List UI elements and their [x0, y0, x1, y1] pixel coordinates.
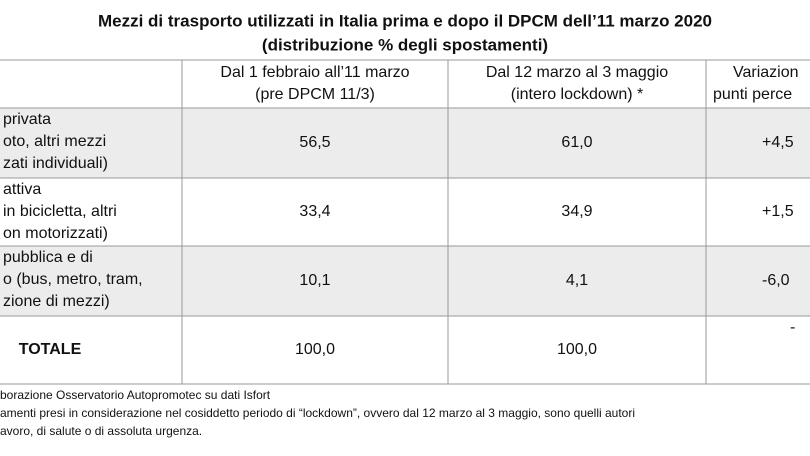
- row-label: pubblica e di: [3, 249, 93, 266]
- cell-value: 100,0: [557, 341, 597, 358]
- row-label: TOTALE: [19, 341, 82, 358]
- header-cell: Dal 12 marzo al 3 maggio: [486, 64, 668, 81]
- footnote: borazione Osservatorio Autopromotec su d…: [0, 388, 271, 402]
- cell-value: +1,5: [762, 203, 794, 220]
- row-label: in bicicletta, altri: [3, 203, 117, 220]
- row-label: on motorizzati): [3, 225, 108, 242]
- row-label: privata: [3, 111, 51, 128]
- title: (distribuzione % degli spostamenti): [262, 35, 548, 54]
- header-cell: (pre DPCM 11/3): [255, 86, 375, 103]
- row-label: oto, altri mezzi: [3, 133, 106, 150]
- header-cell: Dal 1 febbraio all’11 marzo: [220, 64, 409, 81]
- cell-value: 56,5: [299, 134, 330, 151]
- cell-value: -6,0: [762, 272, 790, 289]
- cell-value: 10,1: [299, 272, 330, 289]
- title: Mezzi di trasporto utilizzati in Italia …: [98, 11, 712, 30]
- cell-value: 4,1: [566, 272, 588, 289]
- cell-value: 100,0: [295, 341, 335, 358]
- row-shade: [0, 246, 810, 316]
- footnote: amenti presi in considerazione nel cosid…: [0, 406, 635, 420]
- row-label: attiva: [3, 181, 41, 198]
- row-shade: [0, 108, 810, 178]
- cell-value: 33,4: [299, 203, 330, 220]
- row-label: zione di mezzi): [3, 293, 110, 310]
- footnote: avoro, di salute o di assoluta urgenza.: [0, 424, 202, 438]
- row-label: zati individuali): [3, 155, 108, 172]
- cell-value: -: [790, 319, 795, 336]
- header-cell: (intero lockdown) *: [511, 86, 644, 103]
- row-label: o (bus, metro, tram,: [3, 271, 143, 288]
- header-cell: Variazion: [733, 64, 799, 81]
- cell-value: +4,5: [762, 134, 794, 151]
- cell-value: 34,9: [561, 203, 592, 220]
- cell-value: 61,0: [561, 134, 592, 151]
- header-cell: punti perce: [713, 86, 792, 103]
